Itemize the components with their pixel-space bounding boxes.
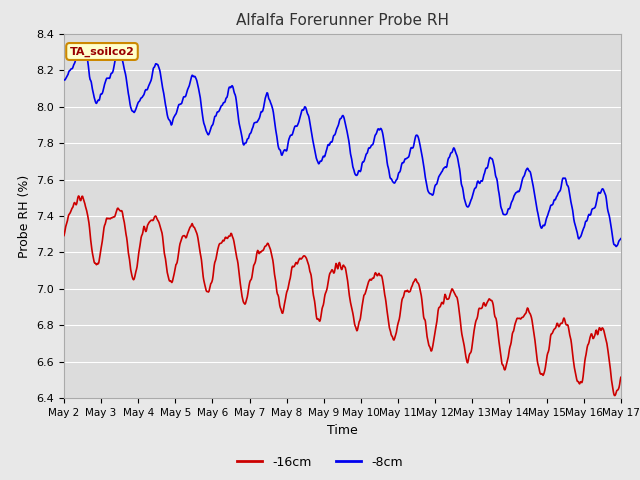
X-axis label: Time: Time	[327, 424, 358, 437]
Y-axis label: Probe RH (%): Probe RH (%)	[18, 174, 31, 258]
Legend: -16cm, -8cm: -16cm, -8cm	[232, 451, 408, 474]
Title: Alfalfa Forerunner Probe RH: Alfalfa Forerunner Probe RH	[236, 13, 449, 28]
Text: TA_soilco2: TA_soilco2	[70, 47, 134, 57]
